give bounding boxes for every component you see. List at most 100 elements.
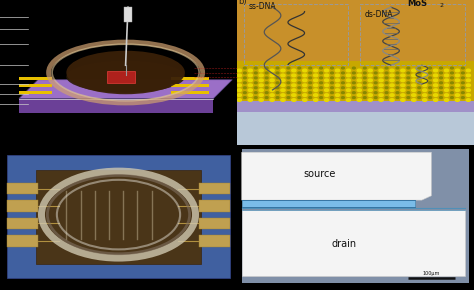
Circle shape bbox=[254, 67, 257, 69]
Circle shape bbox=[276, 82, 279, 84]
Circle shape bbox=[455, 84, 460, 87]
Circle shape bbox=[298, 77, 301, 79]
Circle shape bbox=[336, 84, 339, 87]
Circle shape bbox=[450, 72, 454, 74]
Polygon shape bbox=[19, 99, 213, 113]
Circle shape bbox=[244, 67, 246, 69]
Polygon shape bbox=[171, 77, 209, 80]
Circle shape bbox=[298, 97, 301, 99]
Circle shape bbox=[379, 84, 383, 87]
Circle shape bbox=[385, 97, 388, 99]
Circle shape bbox=[407, 82, 410, 84]
Circle shape bbox=[450, 87, 454, 89]
Circle shape bbox=[259, 79, 263, 82]
Circle shape bbox=[281, 99, 285, 102]
Circle shape bbox=[411, 99, 416, 102]
Circle shape bbox=[363, 92, 366, 93]
Circle shape bbox=[319, 67, 322, 69]
Text: ds-DNA: ds-DNA bbox=[365, 10, 393, 19]
Bar bbox=[237, 0, 474, 65]
Circle shape bbox=[331, 82, 334, 84]
Polygon shape bbox=[237, 65, 296, 94]
Circle shape bbox=[244, 87, 246, 89]
Circle shape bbox=[450, 82, 454, 84]
Circle shape bbox=[411, 89, 416, 92]
Circle shape bbox=[352, 67, 356, 69]
Circle shape bbox=[303, 74, 307, 77]
Circle shape bbox=[445, 69, 448, 72]
Bar bbox=[7, 155, 230, 278]
Circle shape bbox=[352, 72, 356, 74]
Circle shape bbox=[248, 84, 252, 87]
Circle shape bbox=[439, 92, 443, 93]
Circle shape bbox=[265, 82, 268, 84]
Circle shape bbox=[461, 87, 465, 89]
Circle shape bbox=[237, 69, 241, 72]
Bar bbox=[242, 200, 415, 207]
Circle shape bbox=[434, 74, 438, 77]
Circle shape bbox=[237, 89, 241, 92]
Circle shape bbox=[346, 69, 350, 72]
Circle shape bbox=[276, 87, 279, 89]
Circle shape bbox=[336, 89, 339, 92]
Circle shape bbox=[254, 97, 257, 99]
Circle shape bbox=[461, 82, 465, 84]
Circle shape bbox=[455, 99, 460, 102]
Text: MoS: MoS bbox=[408, 0, 428, 8]
Circle shape bbox=[336, 79, 339, 82]
Circle shape bbox=[314, 99, 318, 102]
Circle shape bbox=[331, 87, 334, 89]
Circle shape bbox=[368, 94, 373, 96]
Polygon shape bbox=[19, 91, 52, 94]
Circle shape bbox=[368, 79, 373, 82]
Circle shape bbox=[374, 92, 377, 93]
Circle shape bbox=[270, 94, 274, 96]
Circle shape bbox=[363, 67, 366, 69]
Circle shape bbox=[254, 77, 257, 79]
Circle shape bbox=[461, 72, 465, 74]
Circle shape bbox=[423, 69, 427, 72]
Circle shape bbox=[346, 84, 350, 87]
Bar bbox=[237, 112, 474, 145]
Circle shape bbox=[411, 79, 416, 82]
Circle shape bbox=[270, 99, 274, 102]
Circle shape bbox=[270, 79, 274, 82]
Circle shape bbox=[237, 94, 241, 96]
Circle shape bbox=[445, 74, 448, 77]
Circle shape bbox=[455, 79, 460, 82]
Circle shape bbox=[439, 67, 443, 69]
Bar bbox=[199, 183, 230, 194]
Circle shape bbox=[287, 97, 290, 99]
Circle shape bbox=[423, 89, 427, 92]
Circle shape bbox=[396, 87, 399, 89]
Circle shape bbox=[281, 94, 285, 96]
Circle shape bbox=[346, 94, 350, 96]
Circle shape bbox=[292, 99, 296, 102]
Circle shape bbox=[396, 67, 399, 69]
Circle shape bbox=[439, 87, 443, 89]
Circle shape bbox=[374, 87, 377, 89]
Ellipse shape bbox=[66, 51, 185, 94]
Circle shape bbox=[341, 77, 344, 79]
Circle shape bbox=[368, 89, 373, 92]
Circle shape bbox=[396, 72, 399, 74]
Circle shape bbox=[314, 89, 318, 92]
Circle shape bbox=[309, 87, 312, 89]
Circle shape bbox=[287, 67, 290, 69]
Circle shape bbox=[237, 79, 241, 82]
Circle shape bbox=[396, 77, 399, 79]
Circle shape bbox=[423, 99, 427, 102]
Circle shape bbox=[336, 99, 339, 102]
Circle shape bbox=[466, 74, 470, 77]
Circle shape bbox=[407, 77, 410, 79]
Bar bbox=[199, 200, 230, 212]
Circle shape bbox=[455, 74, 460, 77]
Circle shape bbox=[324, 99, 328, 102]
Circle shape bbox=[461, 67, 465, 69]
Circle shape bbox=[319, 92, 322, 93]
Text: source: source bbox=[304, 169, 336, 179]
Circle shape bbox=[368, 84, 373, 87]
Polygon shape bbox=[171, 91, 209, 94]
Circle shape bbox=[401, 69, 405, 72]
Circle shape bbox=[324, 89, 328, 92]
